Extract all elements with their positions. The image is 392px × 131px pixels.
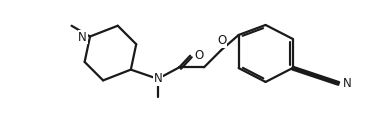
Text: N: N — [153, 72, 162, 85]
Text: N: N — [343, 77, 352, 90]
Text: N: N — [78, 31, 87, 44]
Text: O: O — [195, 49, 204, 62]
Text: O: O — [217, 34, 226, 47]
